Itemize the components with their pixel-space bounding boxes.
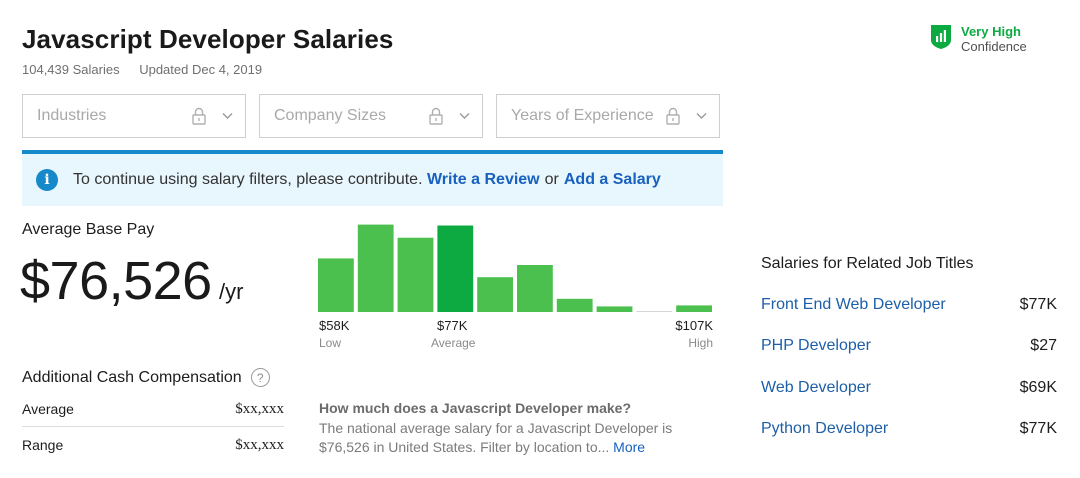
pay-period-unit: /yr [219, 279, 244, 304]
notice-text: To continue using salary filters, please… [73, 171, 423, 188]
row-label: Range [22, 437, 64, 453]
histogram-bar [357, 224, 394, 312]
related-salary: $69K [1019, 378, 1057, 396]
high-label: High [688, 336, 713, 350]
years-of-experience-filter[interactable]: Years of Experience [496, 94, 720, 138]
histogram-bar [437, 225, 474, 312]
salary-histogram [318, 224, 712, 312]
industries-filter[interactable]: Industries [22, 94, 246, 138]
histogram-bar [676, 305, 712, 312]
high-salary-tick: $107K [675, 318, 713, 333]
histogram-bar [397, 237, 434, 312]
add-salary-link[interactable]: Add a Salary [563, 171, 661, 188]
notice-or: or [544, 171, 559, 188]
related-salary: $77K [1019, 296, 1057, 313]
related-job-link[interactable]: Web Developer [761, 378, 871, 396]
histogram-bar [556, 298, 593, 312]
write-review-link[interactable]: Write a Review [426, 171, 540, 188]
page-title: Javascript Developer Salaries [22, 24, 394, 54]
info-icon: i [36, 169, 58, 191]
related-item: Front End Web Developer $77K [761, 296, 1057, 337]
row-value: $xx,xxx [235, 401, 284, 417]
lock-icon [666, 107, 680, 125]
histogram-bar [636, 311, 673, 312]
company-sizes-filter[interactable]: Company Sizes [259, 94, 483, 138]
lock-icon [429, 107, 443, 125]
related-salary: $27 [1030, 337, 1057, 355]
additional-cash-title: Additional Cash Compensation ? [22, 368, 270, 387]
additional-cash-row: Range $xx,xxx [22, 437, 284, 454]
average-base-pay-label: Average Base Pay [22, 221, 155, 238]
row-value: $xx,xxx [235, 437, 284, 453]
filter-label: Industries [37, 107, 107, 124]
confidence-label: Confidence [961, 39, 1027, 54]
histogram-bar [318, 258, 354, 312]
row-label: Average [22, 401, 74, 417]
updated-date: Updated Dec 4, 2019 [139, 62, 263, 77]
row-divider [22, 426, 284, 427]
related-titles-list: Front End Web Developer $77K PHP Develop… [761, 296, 1057, 461]
more-link[interactable]: More [613, 439, 646, 455]
salary-filters: Industries Company Sizes Years of Experi… [22, 94, 733, 138]
related-job-link[interactable]: PHP Developer [761, 337, 871, 355]
contribute-notice: i To continue using salary filters, plea… [22, 150, 723, 206]
filter-label: Years of Experience [511, 107, 654, 124]
confidence-level: Very High [961, 24, 1021, 39]
chevron-down-icon [696, 113, 707, 119]
average-salary-tick: $77K [437, 318, 468, 333]
lock-icon [192, 107, 206, 125]
histogram-bar [477, 277, 513, 312]
additional-cash-title-text: Additional Cash Compensation [22, 368, 242, 386]
faq-question: How much does a Javascript Developer mak… [319, 400, 632, 416]
related-item: Python Developer $77K [761, 420, 1057, 461]
related-titles-heading: Salaries for Related Job Titles [761, 255, 974, 272]
help-icon[interactable]: ? [250, 368, 270, 387]
faq-answer-text: The national average salary for a Javasc… [319, 420, 673, 455]
filter-label: Company Sizes [274, 107, 387, 124]
page-subtitle: 104,439 Salaries Updated Dec 4, 2019 [22, 62, 262, 77]
salary-count: 104,439 Salaries [22, 62, 120, 77]
confidence-badge: Very High Confidence [930, 24, 1027, 54]
shield-bar-chart-icon [931, 25, 951, 49]
related-item: PHP Developer $27 [761, 337, 1057, 378]
low-salary-tick: $58K [319, 318, 350, 333]
related-item: Web Developer $69K [761, 379, 1057, 420]
related-job-link[interactable]: Python Developer [761, 419, 889, 437]
additional-cash-row: Average $xx,xxx [22, 401, 284, 418]
faq-answer: The national average salary for a Javasc… [319, 419, 709, 457]
average-label: Average [431, 336, 476, 350]
related-salary: $77K [1019, 419, 1057, 437]
low-label: Low [319, 336, 342, 350]
related-job-link[interactable]: Front End Web Developer [761, 296, 946, 313]
chevron-down-icon [459, 113, 470, 119]
chevron-down-icon [222, 113, 233, 119]
histogram-bar [517, 265, 553, 312]
histogram-bar [596, 306, 633, 312]
average-base-pay-value: $76,526 [20, 251, 212, 311]
